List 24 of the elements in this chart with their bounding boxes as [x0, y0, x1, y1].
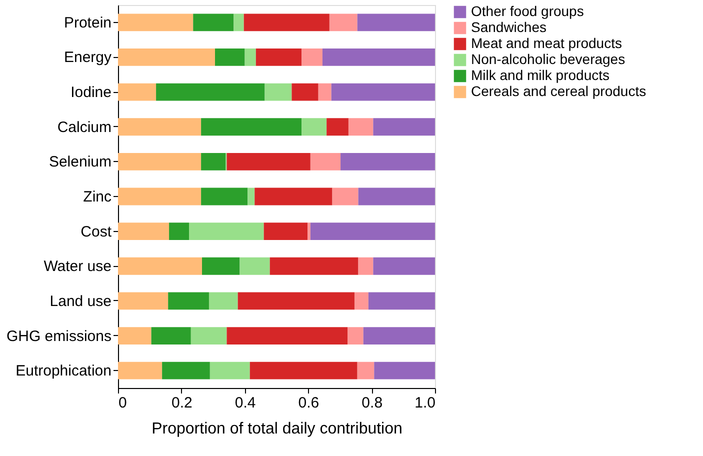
x-axis-title: Proportion of total daily contribution	[152, 420, 402, 438]
y-tick-label: Iodine	[70, 84, 112, 102]
legend-label: Other food groups	[471, 3, 584, 19]
x-tick-label: 0.8	[362, 394, 383, 412]
legend-label: Cereals and cereal products	[471, 83, 646, 99]
y-tick-label: GHG emissions	[6, 328, 112, 345]
x-tick-label: 1.0	[414, 394, 436, 412]
legend-label: Non-alcoholic beverages	[471, 51, 626, 67]
y-tick-label: Land use	[50, 292, 112, 310]
x-tick-label: 0.2	[171, 394, 192, 412]
x-tick-label: 0.4	[234, 394, 256, 412]
x-tick-label: 0.6	[298, 394, 320, 412]
y-tick-label: Protein	[64, 14, 112, 32]
y-tick-label: Calcium	[57, 118, 112, 136]
legend-label: Meat and meat products	[471, 35, 622, 51]
y-tick-label: Zinc	[83, 188, 112, 206]
x-tick-label: 0	[118, 394, 127, 412]
y-tick-label: Energy	[64, 49, 112, 66]
y-tick-label: Cost	[80, 223, 112, 240]
y-tick-label: Eutrophication	[16, 362, 112, 380]
legend-label: Milk and milk products	[471, 67, 610, 83]
legend-label: Sandwiches	[471, 19, 546, 35]
y-tick-label: Selenium	[48, 154, 112, 171]
y-tick-label: Water use	[44, 258, 112, 276]
